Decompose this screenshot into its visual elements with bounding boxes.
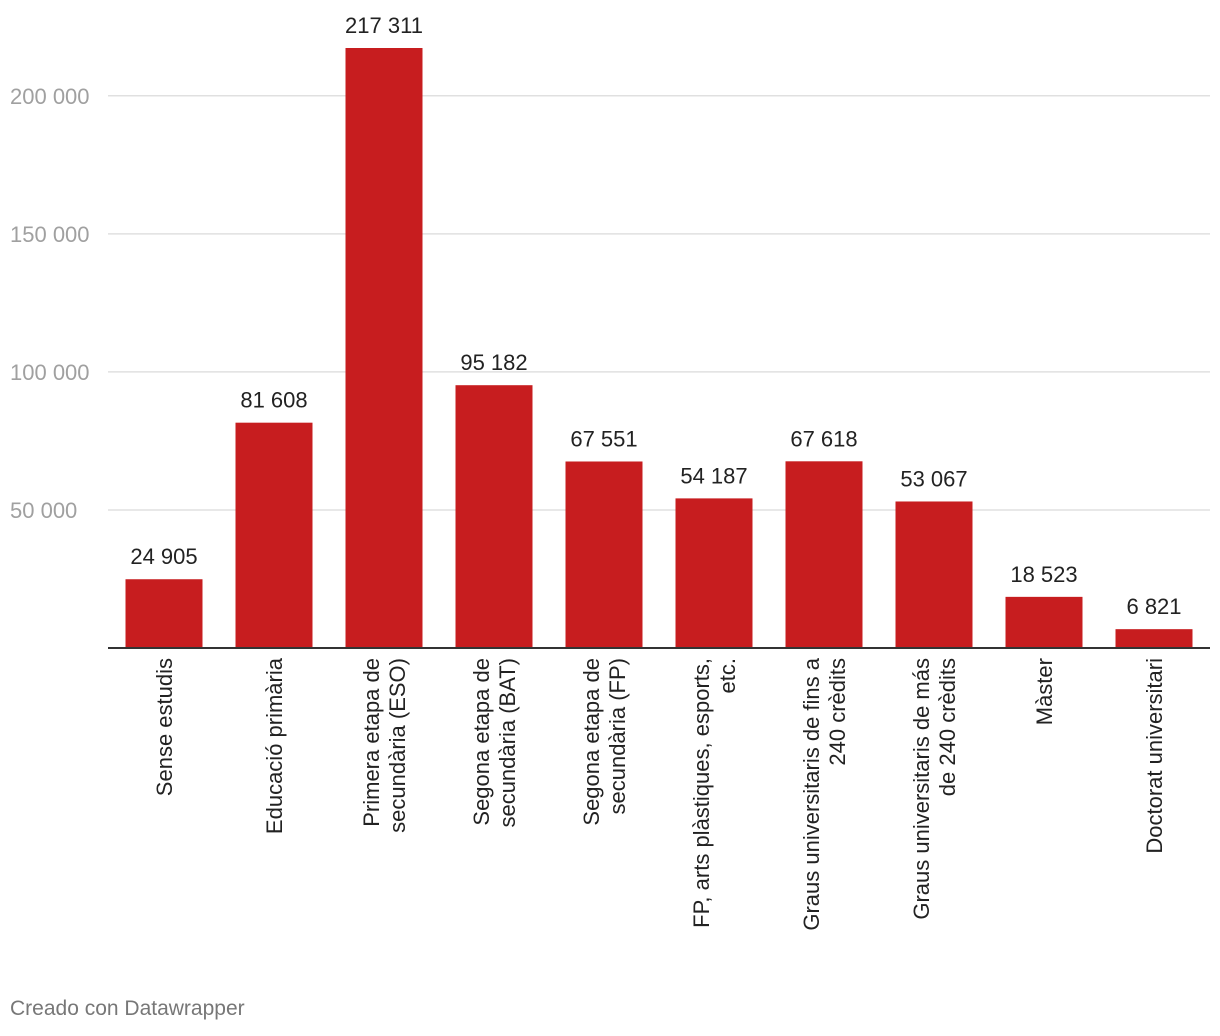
bar-value-label: 217 311	[345, 13, 423, 38]
bar-value-label: 67 551	[570, 426, 637, 451]
category-label: FP, arts plàstiques, esports,	[689, 658, 714, 928]
bar	[125, 579, 203, 648]
bar-value-label: 67 618	[790, 426, 857, 451]
bar-value-label: 6 821	[1126, 594, 1181, 619]
bar	[1005, 596, 1083, 648]
bar-value-label: 95 182	[460, 350, 527, 375]
bar-value-label: 54 187	[680, 463, 747, 488]
bars	[108, 48, 1210, 649]
bar	[785, 461, 863, 648]
bar	[565, 461, 643, 648]
y-tick-label: 100 000	[10, 360, 90, 385]
category-label: etc.	[715, 658, 740, 693]
bar-value-label: 81 608	[240, 388, 307, 413]
category-label: Graus universitaris de fins a	[799, 657, 824, 930]
bar-chart: 50 000 100 000 150 000 200 000 24 905 81 608…	[10, 13, 1210, 931]
bar	[1115, 629, 1193, 648]
category-label: Graus universitaris de más	[909, 658, 934, 920]
bar	[675, 498, 753, 648]
y-tick-label: 200 000	[10, 84, 90, 109]
credit-footer: Creado con Datawrapper	[10, 997, 245, 1020]
bar-value-label: 18 523	[1010, 562, 1077, 587]
gridlines: 50 000 100 000 150 000 200 000	[10, 84, 1210, 523]
bar	[895, 501, 973, 648]
category-label: Educació primària	[262, 657, 287, 834]
category-label: Primera etapa de	[359, 658, 384, 827]
category-label: Màster	[1032, 658, 1057, 725]
y-tick-label: 50 000	[10, 498, 77, 523]
category-labels: Sense estudis Educació primària Primera et…	[152, 657, 1167, 930]
category-label: secundària (ESO)	[385, 658, 410, 833]
bar	[345, 48, 423, 648]
category-label: Doctorat universitari	[1142, 658, 1167, 854]
category-label: secundària (BAT)	[495, 658, 520, 828]
bar	[455, 385, 533, 648]
bar-value-label: 53 067	[900, 466, 967, 491]
value-labels: 24 905 81 608 217 311 95 182 67 551 54 187 67 …	[130, 13, 1181, 619]
category-label: de 240 crèdits	[935, 658, 960, 796]
bar	[235, 422, 313, 648]
bar-value-label: 24 905	[130, 544, 197, 569]
category-label: secundària (FP)	[605, 658, 630, 815]
category-label: Segona etapa de	[469, 658, 494, 826]
y-tick-label: 150 000	[10, 222, 90, 247]
category-label: Segona etapa de	[579, 658, 604, 826]
category-label: 240 crèdits	[825, 658, 850, 766]
category-label: Sense estudis	[152, 658, 177, 796]
